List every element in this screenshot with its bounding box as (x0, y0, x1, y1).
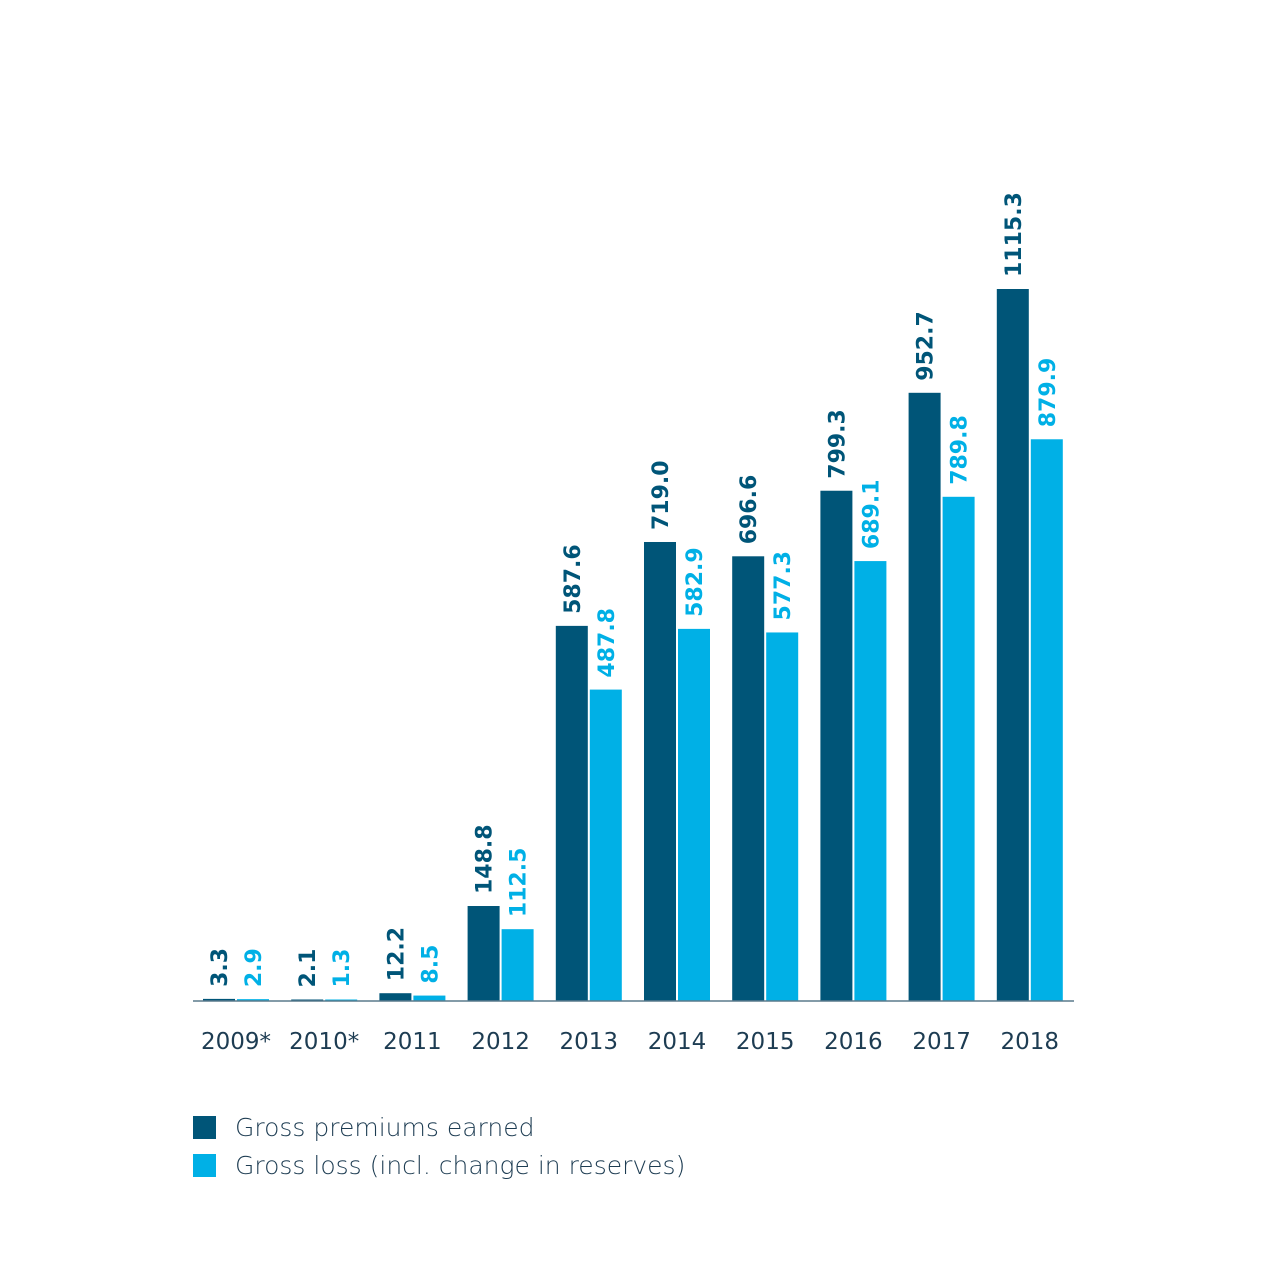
bar-gross-loss-2014 (678, 628, 710, 1001)
value-label-gross-premiums-2014: 719.0 (649, 460, 674, 530)
bar-gross-loss-2017 (942, 496, 975, 1001)
value-label-gross-loss-2013: 487.8 (595, 608, 620, 678)
bars-group (203, 289, 1063, 1001)
bar-gross-loss-2013 (589, 689, 622, 1001)
bar-gross-loss-2018 (1030, 439, 1063, 1001)
value-label-gross-loss-2015: 577.3 (771, 551, 796, 621)
x-tick-label: 2010* (289, 1029, 359, 1055)
x-tick-label: 2013 (560, 1029, 619, 1055)
bar-gross-premiums-2017 (908, 392, 941, 1001)
x-tick-label: 2017 (912, 1029, 971, 1055)
legend-swatch-gross-loss (193, 1153, 216, 1177)
x-tick-label: 2009* (201, 1029, 271, 1055)
bar-gross-premiums-2013 (555, 625, 588, 1001)
value-label-gross-premiums-2017: 952.7 (914, 311, 939, 381)
value-label-gross-loss-2011: 8.5 (418, 945, 443, 984)
value-label-gross-loss-2016: 689.1 (859, 479, 884, 549)
bar-gross-loss-2016 (854, 561, 887, 1001)
x-tick-label: 2011 (383, 1029, 442, 1055)
x-tick-labels-group: 2009* 2010* 2011 2012 2013 2014 2015 2016 2017 20… (201, 1029, 1059, 1055)
value-label-gross-loss-2009: 2.9 (242, 948, 267, 987)
value-label-gross-loss-2018: 879.9 (1036, 358, 1061, 428)
legend: Gross premiums earned Gross loss (incl. … (193, 1108, 685, 1184)
legend-item-gross-loss: Gross loss (incl. change in reserves) (193, 1146, 685, 1184)
legend-label-gross-loss: Gross loss (incl. change in reserves) (235, 1150, 686, 1180)
bar-gross-premiums-2018 (996, 289, 1029, 1001)
x-tick-label: 2015 (736, 1029, 795, 1055)
value-label-gross-loss-2010: 1.3 (330, 949, 355, 988)
x-tick-label: 2016 (824, 1029, 883, 1055)
bar-gross-premiums-2012 (467, 906, 500, 1001)
x-tick-label: 2018 (1001, 1029, 1060, 1055)
bar-gross-premiums-2014 (644, 541, 676, 1001)
value-label-gross-premiums-2011: 12.2 (384, 927, 409, 981)
bar-gross-loss-2015 (766, 632, 799, 1001)
value-label-gross-premiums-2013: 587.6 (561, 544, 586, 614)
x-tick-label: 2014 (648, 1029, 707, 1055)
value-label-gross-premiums-2016: 799.3 (825, 409, 850, 479)
legend-label-gross-premiums: Gross premiums earned (235, 1112, 535, 1142)
bar-gross-premiums-2016 (820, 490, 853, 1001)
x-tick-label: 2012 (471, 1029, 530, 1055)
legend-swatch-gross-premiums (193, 1115, 216, 1139)
legend-item-gross-premiums: Gross premiums earned (193, 1108, 685, 1146)
value-label-gross-premiums-2010: 2.1 (296, 949, 321, 988)
value-label-gross-premiums-2018: 1115.3 (1002, 192, 1027, 277)
value-label-gross-premiums-2015: 696.6 (737, 475, 762, 545)
value-label-gross-premiums-2012: 148.8 (473, 824, 498, 894)
bar-gross-premiums-2011 (379, 993, 412, 1001)
value-label-gross-loss-2017: 789.8 (948, 415, 973, 485)
value-labels-group: 3.3 2.9 2.1 1.3 12.2 8.5 148.8 112.5 587.6 487.8 7… (208, 192, 1061, 987)
value-label-gross-loss-2014: 582.9 (683, 547, 708, 617)
bar-gross-loss-2011 (413, 995, 446, 1001)
value-label-gross-premiums-2009: 3.3 (208, 948, 233, 987)
bar-gross-premiums-2009 (203, 998, 235, 1001)
bar-gross-loss-2009 (237, 999, 269, 1001)
bar-gross-loss-2012 (501, 929, 534, 1001)
value-label-gross-loss-2012: 112.5 (507, 848, 532, 918)
bar-gross-premiums-2015 (732, 556, 765, 1001)
